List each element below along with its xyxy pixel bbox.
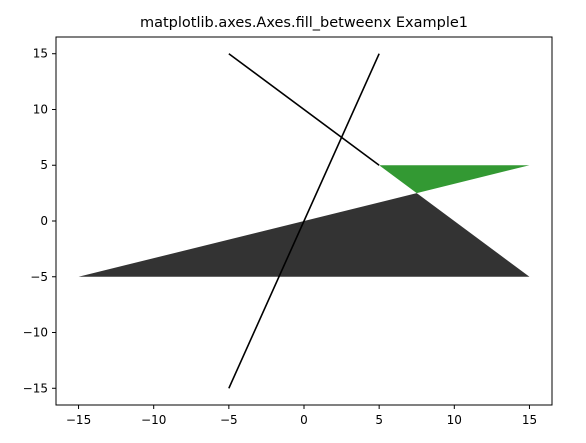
- y-tick-label: −5: [30, 270, 48, 284]
- series-line-2: [228, 53, 380, 166]
- x-tick-label: 0: [300, 413, 308, 427]
- y-axis-ticks: −15 −10 −5 0 5 10 15: [23, 47, 56, 395]
- x-tick-label: −15: [66, 413, 91, 427]
- series-line-1: [228, 53, 380, 389]
- fills-layer: [78, 165, 530, 277]
- y-tick-label: 10: [33, 102, 48, 116]
- fill-region-2: [379, 165, 530, 194]
- y-tick-label: −15: [23, 381, 48, 395]
- lines-layer: [228, 53, 380, 389]
- y-tick-label: −10: [23, 326, 48, 340]
- x-tick-label: 5: [375, 413, 383, 427]
- y-tick-label: 5: [40, 158, 48, 172]
- x-axis-ticks: −15 −10 −5 0 5 10 15: [66, 405, 537, 427]
- x-tick-label: −5: [220, 413, 238, 427]
- chart-title: matplotlib.axes.Axes.fill_betweenx Examp…: [140, 15, 468, 31]
- x-tick-label: 15: [522, 413, 537, 427]
- y-tick-label: 0: [40, 214, 48, 228]
- fill-region-1: [78, 193, 530, 277]
- y-tick-label: 15: [33, 47, 48, 61]
- x-tick-label: −10: [141, 413, 166, 427]
- x-tick-label: 10: [447, 413, 462, 427]
